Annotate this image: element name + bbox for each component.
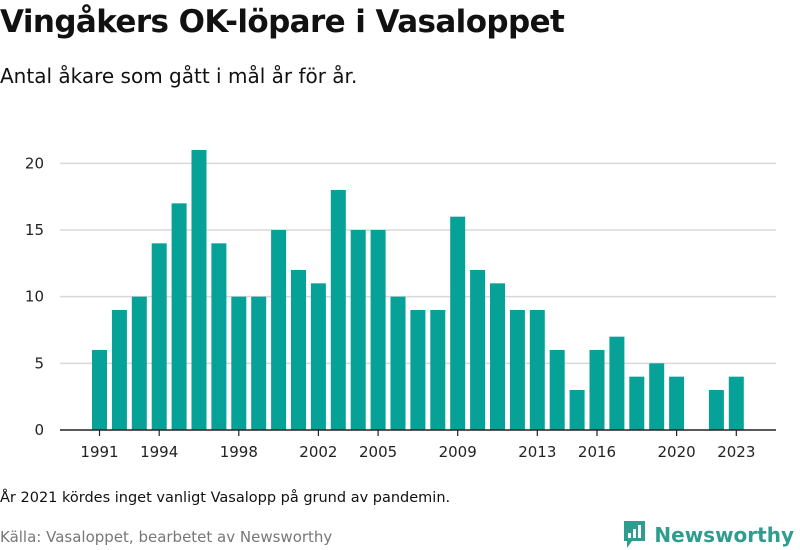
bar-2006	[390, 296, 406, 430]
bar-2000	[271, 230, 287, 430]
x-tick-label: 1991	[80, 443, 118, 461]
bar-2015	[569, 390, 585, 430]
bar-2012	[509, 310, 525, 430]
bar-2013	[529, 310, 545, 430]
y-tick-label: 0	[34, 421, 44, 439]
brand-logo: Newsworthy	[622, 520, 794, 549]
bar-2014	[549, 350, 565, 430]
bar-2002	[310, 283, 326, 430]
y-tick-label: 15	[25, 221, 44, 239]
bar-2023	[728, 376, 744, 430]
x-tick-label: 1998	[220, 443, 258, 461]
x-tick-label: 2002	[299, 443, 337, 461]
bar-1993	[131, 296, 147, 430]
x-tick-label: 2005	[359, 443, 397, 461]
footnote: År 2021 kördes inget vanligt Vasalopp på…	[0, 490, 451, 506]
bar-2017	[609, 336, 625, 430]
bar-1995	[171, 203, 187, 430]
x-tick-label: 2016	[578, 443, 616, 461]
x-tick-label: 2009	[439, 443, 477, 461]
bar-2020	[669, 376, 685, 430]
bar-2008	[430, 310, 446, 430]
bar-1997	[211, 243, 227, 430]
bar-1999	[251, 296, 267, 430]
y-tick-label: 5	[34, 354, 44, 372]
chart-title: Vingåkers OK-löpare i Vasaloppet	[0, 4, 565, 40]
bar-2016	[589, 350, 605, 430]
tick-labels: 0 5 10 15 20 1991 1994 1998 2002 2005 2009 2013 2016…	[25, 154, 755, 461]
bar-chart: 0 5 10 15 20 1991 1994 1998 2002 2005 2009 2013 2016…	[25, 150, 776, 461]
bar-2010	[470, 270, 486, 430]
bar-2003	[330, 190, 346, 430]
bar-1994	[151, 243, 167, 430]
bar-2005	[370, 230, 386, 430]
x-tick-label: 1994	[140, 443, 178, 461]
newsworthy-logo-icon	[624, 521, 646, 548]
bar-1992	[111, 310, 127, 430]
x-tick-label: 2020	[658, 443, 696, 461]
axes	[60, 429, 776, 436]
source-credit: Källa: Vasaloppet, bearbetet av Newswort…	[0, 528, 333, 546]
bar-2009	[450, 216, 466, 430]
bar-1996	[191, 150, 207, 430]
y-tick-label: 20	[25, 154, 44, 172]
bar-2004	[350, 230, 366, 430]
bar-2022	[708, 390, 724, 430]
chart-subtitle: Antal åkare som gått i mål år för år.	[0, 64, 358, 88]
brand-name: Newsworthy	[654, 522, 794, 547]
bar-2019	[649, 363, 665, 430]
bar-2007	[410, 310, 426, 430]
bar-2018	[629, 376, 645, 430]
bar-2001	[291, 270, 306, 430]
bar-2011	[490, 283, 505, 430]
bars	[92, 150, 744, 430]
bar-1998	[231, 296, 247, 430]
y-tick-label: 10	[25, 288, 44, 306]
x-tick-label: 2023	[717, 443, 755, 461]
x-tick-label: 2013	[518, 443, 556, 461]
bar-1991	[92, 350, 107, 430]
